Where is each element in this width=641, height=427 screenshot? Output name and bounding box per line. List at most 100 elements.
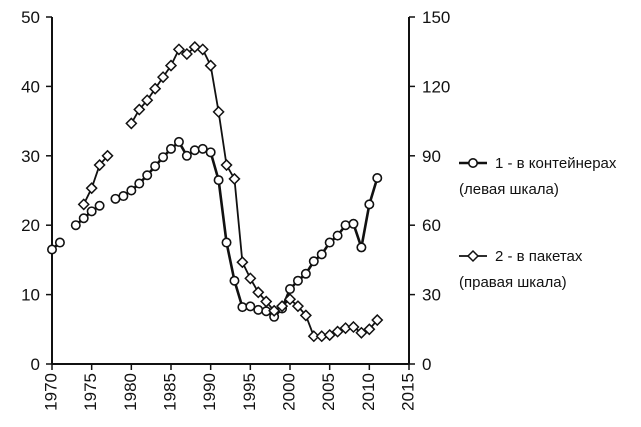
series-1-circle <box>46 136 383 322</box>
data-point-circle <box>46 244 57 255</box>
x-tick-label: 1970 <box>41 373 60 411</box>
data-point-diamond <box>363 323 376 336</box>
right-y-tick-label: 60 <box>422 216 441 235</box>
data-point-diamond <box>196 43 209 56</box>
left-y-tick-label: 30 <box>21 147 40 166</box>
data-point-diamond <box>291 300 304 313</box>
right-y-tick-label: 0 <box>422 355 431 374</box>
data-point-diamond <box>347 320 360 334</box>
data-point-diamond <box>212 105 225 118</box>
legend-sublabel: (левая шкала) <box>459 181 559 198</box>
x-tick-label: 1990 <box>200 373 219 411</box>
left-y-tick-label: 20 <box>21 216 40 235</box>
data-point-circle <box>205 147 216 158</box>
data-point-diamond <box>125 117 138 130</box>
legend-label: 2 - в пакетах <box>495 248 583 265</box>
left-y-tick-label: 40 <box>21 77 40 96</box>
left-y-tick-label: 0 <box>31 355 40 374</box>
data-point-circle <box>348 218 359 229</box>
data-point-diamond <box>355 326 368 339</box>
data-point-circle <box>364 199 375 210</box>
data-point-circle <box>189 145 200 156</box>
data-point-diamond <box>220 158 233 172</box>
data-point-circle <box>166 143 177 154</box>
right-y-tick-label: 120 <box>422 77 450 96</box>
data-point-circle <box>308 256 319 267</box>
data-point-diamond <box>172 43 185 56</box>
x-tick-label: 2010 <box>359 373 378 411</box>
data-point-circle <box>292 275 303 286</box>
data-point-circle <box>245 301 256 312</box>
data-point-circle <box>372 173 383 184</box>
series-2-diamond <box>77 41 384 343</box>
legend-item-2: 2 - в пакетах (правая шкала) <box>459 248 583 291</box>
data-point-circle <box>197 143 208 154</box>
data-point-circle <box>340 220 351 231</box>
data-point-diamond <box>149 82 162 95</box>
right-y-tick-label: 90 <box>422 147 441 166</box>
data-point-circle <box>173 136 184 147</box>
data-point-circle <box>356 242 367 253</box>
data-point-diamond <box>276 300 289 313</box>
data-point-diamond <box>85 182 98 195</box>
data-point-diamond <box>268 304 281 317</box>
data-point-circle <box>126 185 137 196</box>
left-y-tick-label: 10 <box>21 286 40 305</box>
data-point-circle <box>118 191 129 202</box>
right-y-tick-label: 150 <box>422 8 450 27</box>
data-point-circle <box>300 268 311 279</box>
data-point-circle <box>181 150 192 161</box>
data-point-circle <box>150 161 161 172</box>
x-tick-label: 1980 <box>121 373 140 411</box>
data-point-diamond <box>252 286 265 299</box>
data-point-diamond <box>133 103 146 116</box>
legend-label: 1 - в контейнерах <box>495 155 617 172</box>
data-point-diamond <box>307 330 320 343</box>
data-point-circle <box>324 237 335 248</box>
legend: 1 - в контейнерах (левая шкала) 2 - в паке… <box>459 155 617 291</box>
right-y-tick-label: 30 <box>422 286 441 305</box>
data-point-circle <box>134 178 145 189</box>
data-point-diamond <box>323 329 336 342</box>
x-tick-label: 1995 <box>240 373 259 411</box>
data-point-diamond <box>77 198 90 211</box>
data-point-diamond <box>157 71 170 84</box>
legend-sublabel: (правая шкала) <box>459 274 567 291</box>
data-point-circle <box>229 275 240 286</box>
data-point-diamond <box>204 59 217 72</box>
data-point-circle <box>78 213 89 224</box>
x-tick-label: 2015 <box>398 373 417 411</box>
data-point-circle <box>237 302 248 313</box>
left-y-tick-label: 50 <box>21 8 40 27</box>
data-point-diamond <box>236 256 249 269</box>
data-point-diamond <box>283 293 297 306</box>
data-point-circle <box>316 249 327 260</box>
data-point-circle <box>142 170 153 181</box>
data-point-diamond <box>141 94 154 107</box>
data-point-diamond <box>228 172 241 185</box>
legend-item-1: 1 - в контейнерах (левая шкала) <box>459 155 617 198</box>
data-point-circle <box>284 284 295 295</box>
x-tick-label: 1975 <box>81 373 100 411</box>
data-point-circle <box>158 152 169 163</box>
ticks: 1970 1975 1980 1985 1990 1995 2000 2005 2010 2015… <box>21 8 450 411</box>
plot-area <box>46 41 384 343</box>
x-tick-label: 2000 <box>279 373 298 411</box>
series-line-segment <box>82 155 109 205</box>
data-point-circle <box>253 304 264 315</box>
data-point-circle <box>221 237 232 248</box>
data-point-diamond <box>371 313 384 327</box>
data-point-circle <box>213 175 224 186</box>
data-point-diamond <box>331 325 344 338</box>
data-point-circle <box>94 200 105 211</box>
data-point-diamond <box>101 149 114 162</box>
data-point-circle <box>332 230 343 241</box>
x-tick-label: 1985 <box>160 373 179 411</box>
legend-marker-diamond <box>466 249 480 263</box>
data-point-diamond <box>299 309 312 322</box>
data-point-diamond <box>244 272 257 285</box>
axes <box>51 17 410 365</box>
x-tick-label: 2005 <box>319 373 338 411</box>
data-point-circle <box>86 206 97 217</box>
